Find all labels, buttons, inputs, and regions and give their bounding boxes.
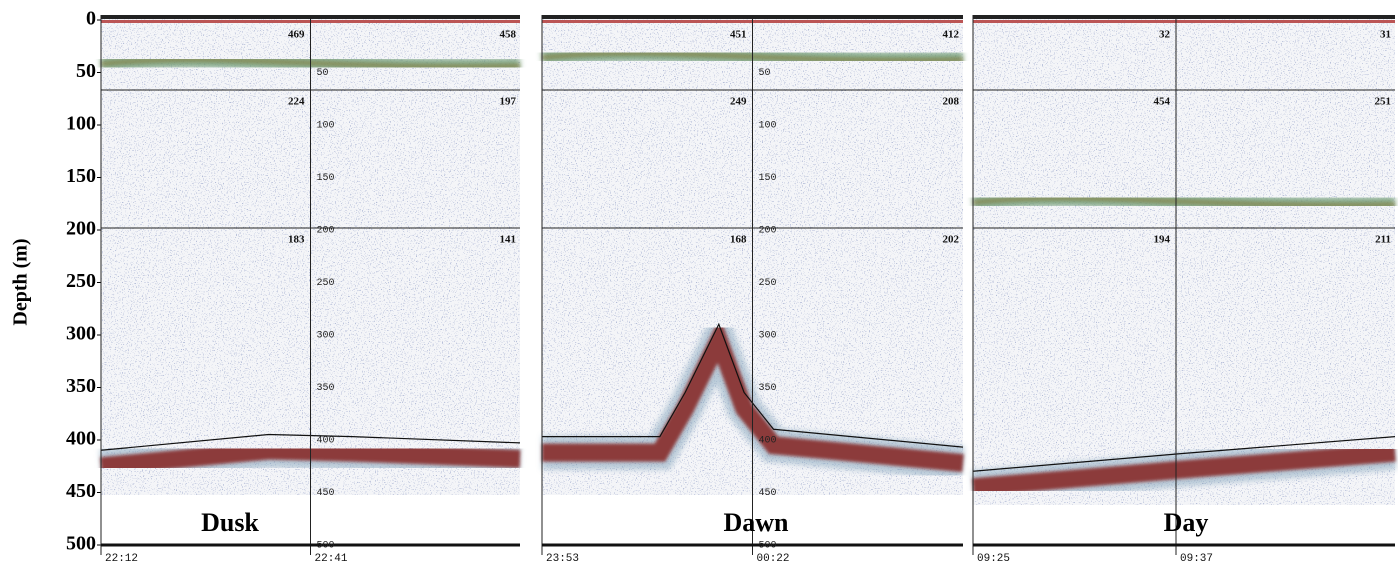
cell-value: 469 — [288, 29, 305, 41]
cell-value: 168 — [730, 234, 747, 246]
cell-value: 31 — [1380, 29, 1391, 41]
y-tick-label: 450 — [66, 480, 96, 502]
time-label: 22:12 — [105, 553, 138, 565]
bottom-line — [542, 322, 964, 448]
cell-value: 202 — [943, 234, 960, 246]
y-tick-label: 300 — [66, 323, 96, 345]
y-tick-label: 250 — [66, 270, 96, 292]
inner-depth-label: 450 — [317, 488, 335, 499]
inner-depth-label: 100 — [317, 121, 335, 132]
y-tick-label: 200 — [66, 218, 96, 240]
inner-depth-label: 500 — [759, 541, 777, 552]
cell-value: 197 — [500, 96, 517, 108]
scattering-core — [972, 195, 1396, 208]
inner-depth-label: 50 — [759, 68, 771, 79]
time-label: 00:22 — [757, 553, 790, 565]
bottom-line — [972, 436, 1396, 472]
inner-depth-label: 300 — [759, 331, 777, 342]
cell-value: 183 — [288, 234, 305, 246]
inner-depth-label: 250 — [317, 278, 335, 289]
bottom-echo — [972, 443, 1396, 497]
cell-value: 141 — [500, 234, 517, 246]
y-tick-label: 100 — [66, 113, 96, 135]
y-tick-label: 150 — [66, 165, 96, 187]
panel-label: Dawn — [723, 508, 789, 537]
time-label: 22:41 — [315, 553, 348, 565]
speckle — [973, 15, 1395, 505]
cell-value: 211 — [1375, 234, 1391, 246]
cell-value: 194 — [1154, 234, 1171, 246]
y-tick-label: 50 — [76, 60, 96, 82]
panel: 451 412 249 208 168 202 50 100 150 200 250 300 350 40… — [541, 15, 965, 565]
inner-depth-label: 200 — [317, 226, 335, 237]
cell-value: 249 — [730, 96, 747, 108]
y-axis-label: Depth (m) — [10, 238, 32, 325]
panel-label: Dusk — [201, 508, 259, 537]
time-label: 09:37 — [1180, 553, 1213, 565]
cell-value: 208 — [943, 96, 960, 108]
cell-value: 451 — [730, 29, 747, 41]
panel-label: Day — [1164, 508, 1209, 537]
time-label: 23:53 — [546, 553, 579, 565]
cell-value: 458 — [500, 29, 517, 41]
inner-depth-label: 100 — [759, 121, 777, 132]
inner-depth-label: 400 — [317, 436, 335, 447]
cell-value: 251 — [1375, 96, 1392, 108]
inner-depth-label: 150 — [317, 173, 335, 184]
cell-value: 454 — [1154, 96, 1171, 108]
y-tick-label: 350 — [66, 375, 96, 397]
cell-value: 32 — [1159, 29, 1171, 41]
y-tick-label: 0 — [86, 8, 96, 30]
time-label: 09:25 — [977, 553, 1010, 565]
scattering-core — [100, 57, 521, 69]
panel: 469 458 224 197 183 141 50 100 150 200 250 300 350 40… — [99, 15, 521, 565]
cell-value: 224 — [288, 96, 305, 108]
panel: 32 31 454 251 194 211 09:25 09:37 Day — [971, 15, 1397, 565]
y-tick-label: 500 — [66, 533, 96, 555]
scattering-core — [541, 50, 964, 63]
inner-depth-label: 350 — [759, 383, 777, 394]
cell-value: 412 — [943, 29, 960, 41]
inner-depth-label: 250 — [759, 278, 777, 289]
inner-depth-label: 500 — [317, 541, 335, 552]
inner-depth-label: 400 — [759, 436, 777, 447]
inner-depth-label: 200 — [759, 226, 777, 237]
inner-depth-label: 150 — [759, 173, 777, 184]
inner-depth-label: 350 — [317, 383, 335, 394]
top-bar-red — [973, 20, 1395, 23]
bottom-echo — [542, 317, 964, 473]
inner-depth-label: 50 — [317, 68, 329, 79]
inner-depth-label: 300 — [317, 331, 335, 342]
inner-depth-label: 450 — [759, 488, 777, 499]
y-tick-label: 400 — [66, 428, 96, 450]
top-bar — [973, 15, 1395, 19]
